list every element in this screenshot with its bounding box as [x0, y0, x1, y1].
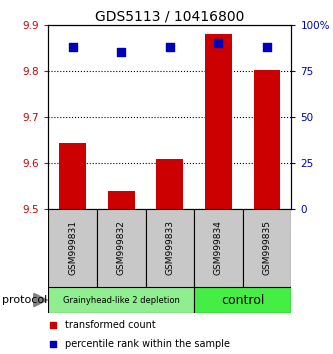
Title: GDS5113 / 10416800: GDS5113 / 10416800 — [95, 10, 244, 24]
Point — [51, 322, 56, 327]
Bar — [243, 209, 291, 287]
Point — [264, 44, 270, 50]
Bar — [48, 209, 97, 287]
Bar — [194, 287, 291, 313]
Bar — [205, 34, 232, 209]
Text: percentile rank within the sample: percentile rank within the sample — [65, 339, 230, 349]
Bar — [157, 159, 183, 209]
Text: control: control — [221, 293, 264, 307]
Bar — [254, 70, 280, 209]
Bar — [146, 209, 194, 287]
Bar — [48, 287, 194, 313]
Point — [70, 44, 75, 50]
Point — [119, 50, 124, 55]
Text: protocol: protocol — [2, 295, 47, 305]
Text: GSM999832: GSM999832 — [117, 220, 126, 275]
Text: transformed count: transformed count — [65, 320, 156, 330]
Bar — [194, 209, 243, 287]
Point — [51, 341, 56, 347]
Polygon shape — [34, 293, 47, 307]
Bar — [97, 209, 146, 287]
Bar — [108, 192, 135, 209]
Point — [167, 44, 172, 50]
Point — [216, 40, 221, 46]
Text: GSM999833: GSM999833 — [165, 220, 174, 275]
Text: Grainyhead-like 2 depletion: Grainyhead-like 2 depletion — [63, 296, 179, 304]
Text: GSM999831: GSM999831 — [68, 220, 77, 275]
Text: GSM999834: GSM999834 — [214, 220, 223, 275]
Bar — [59, 143, 86, 209]
Text: GSM999835: GSM999835 — [262, 220, 272, 275]
